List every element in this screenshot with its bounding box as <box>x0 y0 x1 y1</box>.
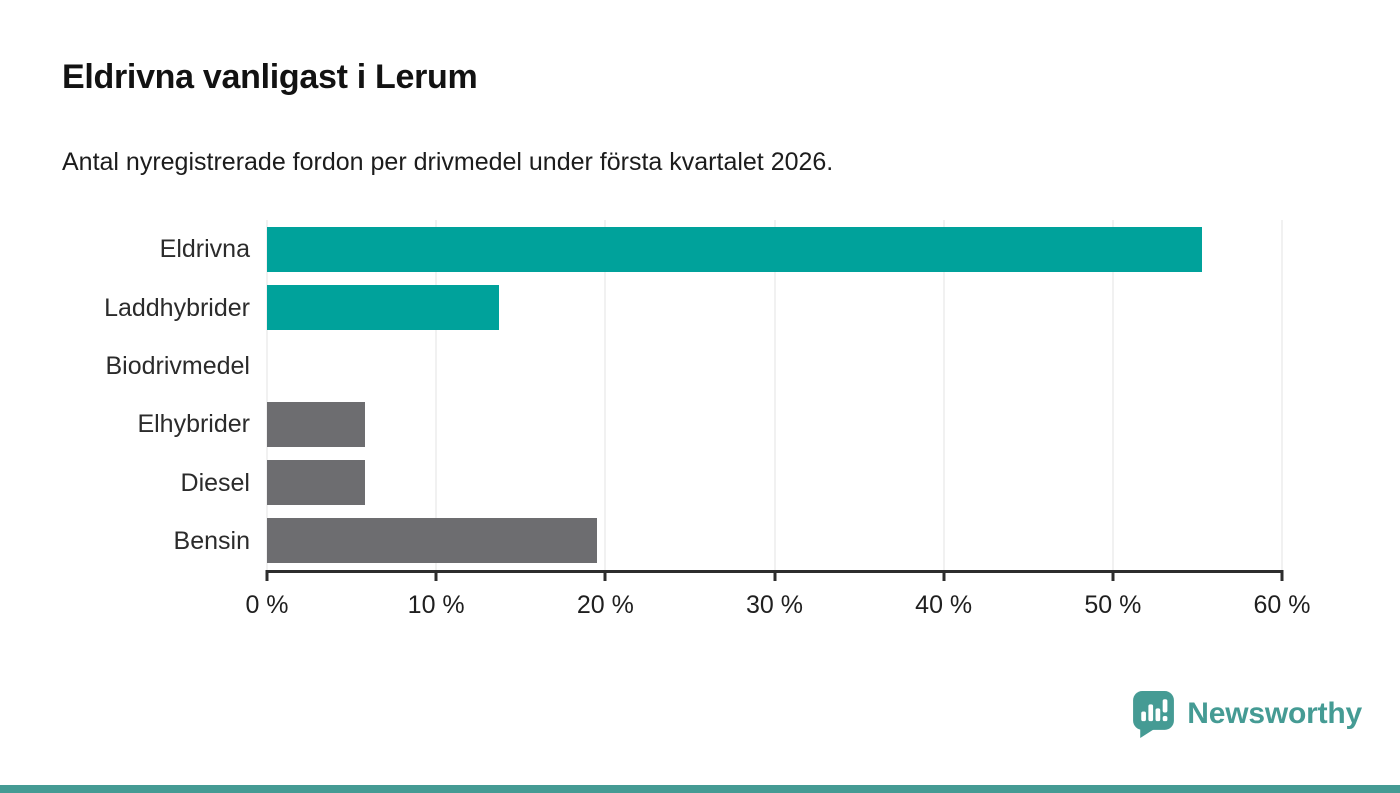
page-title: Eldrivna vanligast i Lerum <box>62 58 478 96</box>
bar <box>267 226 1203 272</box>
x-axis-tick <box>942 570 946 581</box>
x-axis-tick-label: 60 % <box>1253 591 1311 619</box>
x-axis-tick-label: 20 % <box>576 591 634 619</box>
x-axis-tick-label: 40 % <box>915 591 973 619</box>
x-axis-tick <box>1111 570 1115 581</box>
x-axis-tick-label: 50 % <box>1084 591 1142 619</box>
gridline <box>774 220 775 570</box>
category-label: Diesel <box>180 468 250 497</box>
gridline <box>1281 220 1283 570</box>
bar-chart-plot-area: Eldrivna Laddhybrider Biodrivmedel Elhybrid… <box>104 220 1310 619</box>
x-axis-tick <box>434 570 438 581</box>
category-label: Elhybrider <box>137 410 250 439</box>
x-axis-tick <box>603 570 607 581</box>
brand-wordmark: Newsworthy <box>1187 696 1362 730</box>
gridline <box>604 220 606 570</box>
gridline <box>1112 220 1114 570</box>
category-label: Eldrivna <box>159 235 250 264</box>
x-axis-tick <box>265 570 269 581</box>
x-axis-tick-label: 0 % <box>245 591 289 619</box>
category-label: Laddhybrider <box>104 293 250 322</box>
footer-accent-strip <box>0 785 1400 793</box>
category-label: Bensin <box>173 526 250 555</box>
category-label: Biodrivmedel <box>105 351 250 380</box>
brand-footer: Newsworthy <box>1131 689 1362 738</box>
x-axis-tick-label: 30 % <box>746 591 803 619</box>
gridline <box>943 220 945 570</box>
bar <box>267 285 499 330</box>
bar <box>267 401 366 447</box>
newsworthy-bubble-chart-icon <box>1133 691 1175 738</box>
bar <box>267 518 597 564</box>
x-axis-tick-label: 10 % <box>407 591 465 619</box>
gridline <box>435 220 437 570</box>
gridline <box>266 220 268 570</box>
x-axis-tick <box>1280 570 1284 581</box>
x-axis-tick <box>773 570 776 581</box>
page-subtitle: Antal nyregistrerade fordon per drivmede… <box>62 148 834 176</box>
bar <box>267 460 366 505</box>
